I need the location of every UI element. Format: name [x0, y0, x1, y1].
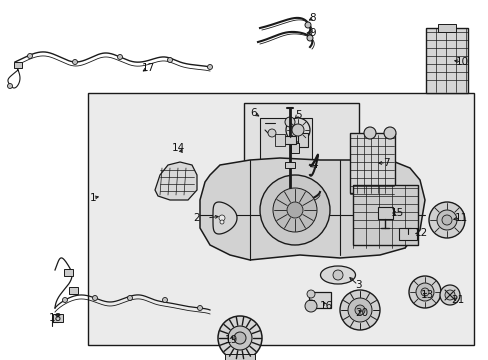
Polygon shape [200, 158, 424, 260]
Text: 4: 4 [311, 160, 318, 170]
Text: 18: 18 [48, 313, 61, 323]
Circle shape [286, 202, 303, 218]
Circle shape [267, 129, 275, 137]
Circle shape [428, 202, 464, 238]
Text: 20: 20 [355, 308, 368, 318]
Circle shape [27, 54, 32, 58]
Circle shape [332, 270, 342, 280]
Bar [14, 62, 22, 68]
Circle shape [444, 290, 454, 300]
Circle shape [408, 276, 440, 308]
Circle shape [291, 124, 304, 136]
Text: 14: 14 [171, 143, 184, 153]
Circle shape [117, 54, 122, 59]
Bar [290, 143, 298, 153]
Circle shape [162, 297, 167, 302]
Circle shape [260, 175, 329, 245]
Circle shape [347, 298, 371, 322]
Text: 21: 21 [450, 295, 464, 305]
Text: 15: 15 [389, 208, 403, 218]
Circle shape [72, 59, 77, 64]
Circle shape [306, 35, 312, 41]
Circle shape [339, 290, 379, 330]
Text: 8: 8 [309, 13, 316, 23]
Bar [285, 162, 294, 168]
Text: 9: 9 [309, 28, 316, 38]
Polygon shape [155, 162, 197, 200]
Text: 17: 17 [141, 63, 154, 73]
Text: 11: 11 [453, 213, 467, 223]
Text: 10: 10 [454, 57, 468, 67]
Bar [377, 207, 392, 219]
Bar [398, 228, 416, 240]
Circle shape [436, 210, 456, 230]
Circle shape [272, 188, 316, 232]
Bar [53, 314, 63, 322]
Bar [284, 136, 295, 144]
Circle shape [197, 306, 202, 310]
Text: 12: 12 [413, 228, 427, 238]
Circle shape [285, 117, 294, 127]
Bar [437, 24, 455, 32]
Circle shape [383, 127, 395, 139]
Bar [244, 103, 358, 208]
Circle shape [7, 84, 13, 89]
Bar [88, 93, 473, 345]
Circle shape [415, 283, 433, 301]
Bar [68, 287, 77, 293]
Circle shape [305, 22, 310, 28]
Text: 3: 3 [354, 280, 361, 290]
Bar [63, 269, 72, 275]
Circle shape [285, 118, 309, 142]
Circle shape [207, 64, 212, 69]
Text: 13: 13 [420, 290, 433, 300]
Polygon shape [213, 202, 237, 234]
Circle shape [92, 296, 97, 301]
Bar [274, 134, 285, 146]
Circle shape [441, 215, 451, 225]
Text: 1: 1 [89, 193, 96, 203]
Circle shape [127, 296, 132, 301]
Bar [352, 185, 417, 245]
Circle shape [420, 288, 428, 296]
Circle shape [167, 58, 172, 63]
Circle shape [219, 215, 224, 221]
Circle shape [234, 332, 245, 344]
Circle shape [363, 127, 375, 139]
Ellipse shape [320, 266, 355, 284]
Bar [260, 118, 311, 166]
Circle shape [305, 300, 316, 312]
Text: 7: 7 [382, 158, 388, 168]
Circle shape [220, 220, 224, 224]
Circle shape [439, 285, 459, 305]
Text: 2: 2 [193, 213, 200, 223]
Text: 6: 6 [250, 108, 257, 118]
Circle shape [227, 326, 251, 350]
Bar [349, 133, 394, 193]
Bar [297, 133, 307, 147]
Bar [308, 292, 330, 308]
Text: 5: 5 [294, 110, 301, 120]
Circle shape [306, 290, 314, 298]
Circle shape [354, 305, 364, 315]
Text: 16: 16 [319, 301, 332, 311]
Text: 19: 19 [224, 335, 237, 345]
Circle shape [62, 297, 67, 302]
Circle shape [218, 316, 262, 360]
Bar [425, 27, 467, 93]
Bar [224, 354, 254, 360]
